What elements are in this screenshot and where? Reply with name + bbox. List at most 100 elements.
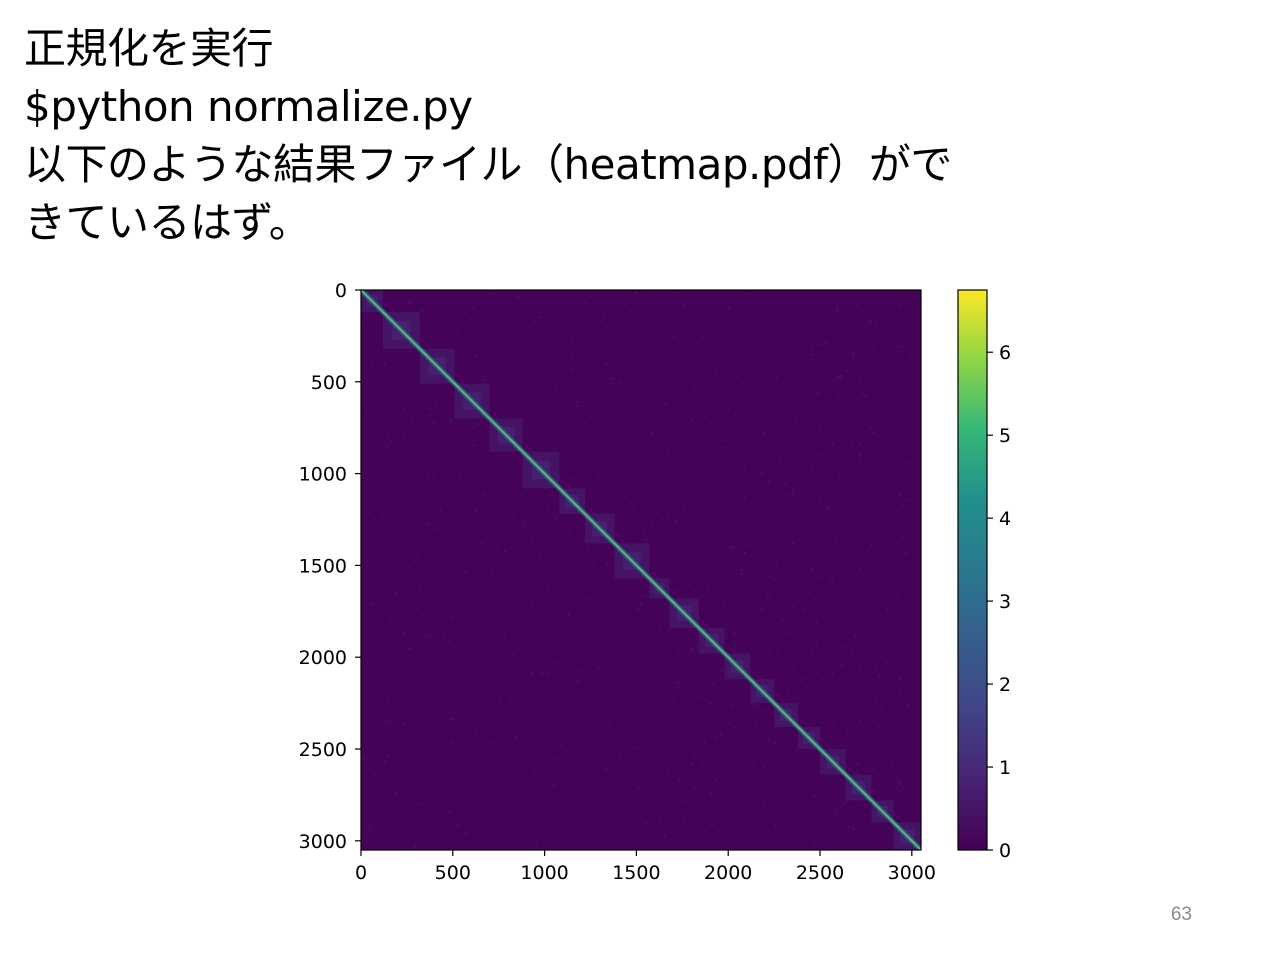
heatmap-speckle bbox=[813, 843, 816, 846]
heatmap-speckle bbox=[754, 722, 757, 725]
heatmap-speckle bbox=[384, 749, 387, 752]
heatmap-speckle bbox=[694, 787, 697, 790]
heatmap-speckle bbox=[871, 387, 874, 390]
heatmap-speckle bbox=[441, 798, 444, 801]
heatmap-speckle bbox=[707, 705, 710, 708]
heatmap-speckle bbox=[856, 369, 859, 372]
heatmap-speckle bbox=[707, 357, 710, 360]
colorbar: 0 1 2 3 4 5 6 bbox=[957, 289, 1011, 862]
x-axis: 0 500 1000 1500 2000 2500 3000 bbox=[355, 850, 936, 884]
heatmap-speckle bbox=[414, 845, 417, 848]
heatmap-speckle bbox=[498, 418, 501, 421]
heatmap-speckle bbox=[575, 569, 578, 572]
heatmap-speckle bbox=[707, 694, 710, 697]
heatmap-speckle bbox=[791, 332, 794, 335]
heatmap-speckle bbox=[570, 368, 573, 371]
heatmap-speckle bbox=[877, 675, 880, 678]
heatmap-speckle bbox=[838, 591, 841, 594]
heatmap-speckle bbox=[660, 673, 663, 676]
heatmap-speckle bbox=[674, 378, 677, 381]
heatmap-speckle bbox=[512, 450, 515, 453]
heatmap-speckle bbox=[599, 335, 602, 338]
heatmap-speckle bbox=[745, 292, 748, 295]
heatmap-speckle bbox=[838, 518, 841, 521]
heatmap-speckle bbox=[605, 362, 608, 365]
heatmap-speckle bbox=[487, 640, 490, 643]
heatmap-speckle bbox=[361, 758, 364, 761]
heatmap-speckle bbox=[447, 602, 450, 605]
y-tick-label: 1500 bbox=[299, 555, 347, 577]
heatmap-speckle bbox=[791, 542, 794, 545]
heatmap-speckle bbox=[554, 622, 557, 625]
heatmap-speckle bbox=[790, 332, 793, 335]
heatmap-speckle bbox=[588, 733, 591, 736]
heatmap-speckle bbox=[899, 688, 902, 691]
heatmap-speckle bbox=[644, 821, 647, 824]
heatmap-speckle bbox=[383, 362, 386, 365]
heatmap-speckle bbox=[383, 794, 386, 797]
heatmap-speckle bbox=[533, 508, 536, 511]
heatmap-speckle bbox=[450, 741, 453, 744]
heatmap-speckle bbox=[758, 666, 761, 669]
heatmap-speckle bbox=[634, 291, 637, 294]
heatmap-speckle bbox=[367, 512, 370, 515]
heatmap-speckle bbox=[900, 346, 903, 349]
heatmap-speckle bbox=[601, 515, 604, 518]
heatmap-speckle bbox=[418, 694, 421, 697]
heatmap-speckle bbox=[815, 641, 818, 644]
heatmap-speckle bbox=[746, 790, 749, 793]
heatmap-speckle bbox=[775, 377, 778, 380]
heatmap-speckle bbox=[648, 328, 651, 331]
heatmap-speckle bbox=[553, 662, 556, 665]
heatmap-speckle bbox=[693, 388, 696, 391]
heatmap-speckle bbox=[762, 442, 765, 445]
heatmap-speckle bbox=[496, 765, 499, 768]
heatmap-speckle bbox=[865, 590, 868, 593]
heatmap-speckle bbox=[636, 747, 639, 750]
heatmap-speckle bbox=[460, 570, 463, 573]
heatmap-speckle bbox=[583, 302, 586, 305]
heatmap-diagonal bbox=[361, 290, 921, 850]
heatmap-speckle bbox=[859, 719, 862, 722]
heatmap-speckle bbox=[566, 661, 569, 664]
heatmap-speckle bbox=[818, 540, 821, 543]
heatmap-speckle bbox=[381, 366, 384, 369]
heatmap-speckle bbox=[643, 594, 646, 597]
heatmap-speckle bbox=[642, 532, 645, 535]
heatmap-speckle bbox=[756, 704, 759, 707]
heatmap-speckle bbox=[769, 842, 772, 845]
heatmap-speckle bbox=[683, 820, 686, 823]
heatmap-speckle bbox=[752, 687, 755, 690]
heatmap-speckle bbox=[621, 290, 624, 293]
heatmap-speckle bbox=[760, 568, 763, 571]
heatmap-speckle bbox=[897, 304, 900, 307]
heatmap-speckle bbox=[827, 328, 830, 331]
heatmap-speckle bbox=[454, 329, 457, 332]
heatmap-speckle bbox=[527, 848, 530, 850]
heatmap-speckle bbox=[463, 495, 466, 498]
heatmap-speckle bbox=[837, 562, 840, 565]
heatmap-speckle bbox=[673, 698, 676, 701]
heatmap-speckle bbox=[711, 683, 714, 686]
heatmap-speckle bbox=[729, 771, 732, 774]
heatmap-speckle bbox=[804, 678, 807, 681]
heatmap-speckle bbox=[422, 748, 425, 751]
heatmap-speckle bbox=[475, 728, 478, 731]
heatmap-speckle bbox=[859, 698, 862, 701]
heatmap-speckle bbox=[383, 531, 386, 534]
heatmap-speckle bbox=[852, 352, 855, 355]
heatmap-speckle bbox=[850, 441, 853, 444]
heatmap-speckle bbox=[725, 622, 728, 625]
heatmap-speckle bbox=[608, 721, 611, 724]
heatmap-speckle bbox=[896, 427, 899, 430]
heatmap-speckle bbox=[817, 343, 820, 346]
heatmap-speckle bbox=[456, 333, 459, 336]
heatmap-speckle bbox=[559, 482, 562, 485]
heatmap-frame bbox=[360, 289, 922, 851]
heatmap-speckle bbox=[820, 745, 823, 748]
heatmap-speckle bbox=[871, 431, 874, 434]
heatmap-speckle bbox=[575, 401, 578, 404]
heatmap-speckle bbox=[537, 292, 540, 295]
heatmap-speckle bbox=[500, 770, 503, 773]
heatmap-speckle bbox=[861, 361, 864, 364]
